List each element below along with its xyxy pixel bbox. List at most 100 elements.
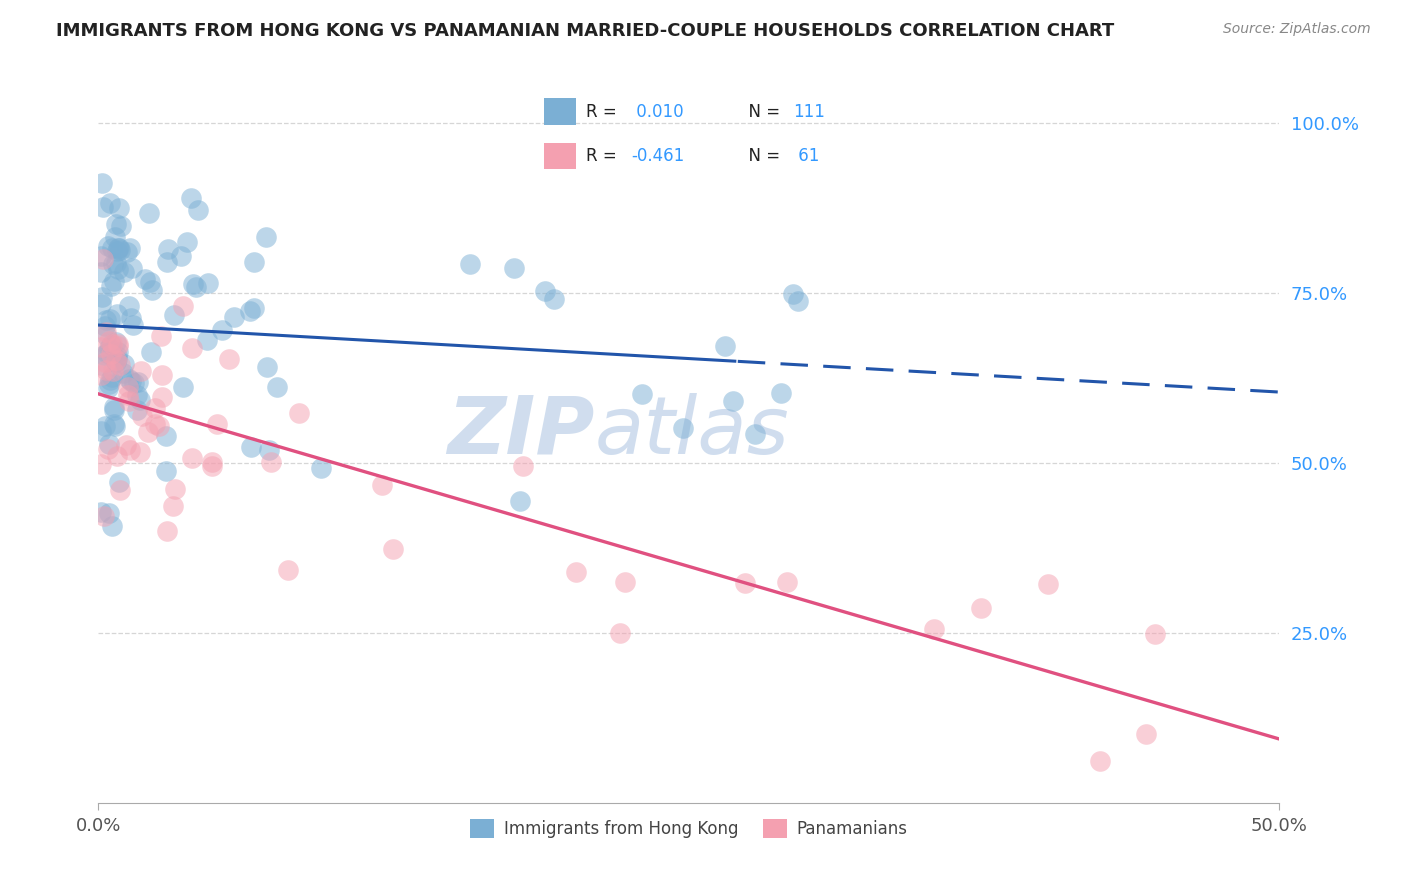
Point bbox=[104, 419, 127, 434]
Point bbox=[91, 200, 114, 214]
Legend: Immigrants from Hong Kong, Panamanians: Immigrants from Hong Kong, Panamanians bbox=[464, 812, 914, 845]
Point bbox=[180, 191, 202, 205]
Point bbox=[90, 358, 112, 372]
Point bbox=[115, 438, 138, 452]
Point bbox=[734, 575, 756, 590]
Point bbox=[110, 358, 132, 372]
Point bbox=[91, 289, 114, 303]
Point bbox=[94, 318, 117, 333]
Point bbox=[94, 419, 117, 434]
Point bbox=[93, 348, 115, 362]
Point bbox=[239, 303, 262, 318]
FancyBboxPatch shape bbox=[544, 143, 576, 169]
Point bbox=[609, 626, 631, 640]
Point bbox=[509, 493, 531, 508]
Point bbox=[150, 368, 173, 383]
Point bbox=[104, 230, 127, 244]
Point bbox=[96, 345, 118, 359]
Point bbox=[107, 345, 129, 359]
Point bbox=[104, 354, 127, 368]
Point bbox=[121, 260, 143, 275]
Point bbox=[1036, 577, 1059, 591]
Point bbox=[149, 329, 172, 343]
Point bbox=[97, 437, 120, 451]
Point bbox=[218, 351, 240, 366]
Point bbox=[107, 262, 129, 277]
Point bbox=[107, 337, 129, 351]
Point bbox=[97, 442, 120, 456]
Point bbox=[98, 334, 121, 348]
Point bbox=[100, 279, 122, 293]
Point bbox=[922, 622, 945, 636]
Point bbox=[108, 241, 131, 255]
Point bbox=[787, 293, 810, 308]
Point bbox=[630, 387, 652, 401]
Point bbox=[117, 387, 139, 401]
Point bbox=[155, 429, 177, 443]
Point bbox=[254, 230, 277, 244]
Point bbox=[90, 250, 112, 264]
Point bbox=[672, 421, 695, 435]
Point bbox=[744, 426, 766, 441]
Point bbox=[103, 274, 125, 288]
Point bbox=[266, 380, 288, 394]
Point bbox=[145, 417, 167, 432]
Text: 111: 111 bbox=[793, 103, 825, 121]
Point bbox=[148, 418, 170, 433]
Point bbox=[105, 449, 128, 463]
Point bbox=[98, 376, 121, 391]
Point bbox=[118, 299, 141, 313]
Point bbox=[125, 403, 148, 417]
Point bbox=[172, 380, 194, 394]
Point bbox=[94, 325, 117, 339]
Point bbox=[197, 276, 219, 290]
Point bbox=[139, 276, 162, 290]
Text: atlas: atlas bbox=[595, 392, 789, 471]
Point bbox=[1144, 627, 1167, 641]
Point bbox=[503, 260, 526, 275]
Point bbox=[543, 292, 565, 306]
Point bbox=[98, 196, 121, 211]
Point bbox=[172, 299, 194, 313]
Point bbox=[94, 313, 117, 327]
Text: IMMIGRANTS FROM HONG KONG VS PANAMANIAN MARRIED-COUPLE HOUSEHOLDS CORRELATION CH: IMMIGRANTS FROM HONG KONG VS PANAMANIAN … bbox=[56, 22, 1115, 40]
Point bbox=[100, 518, 122, 533]
Point bbox=[141, 283, 163, 297]
Point bbox=[129, 445, 152, 459]
Point bbox=[260, 454, 283, 468]
Point bbox=[108, 201, 131, 215]
Point bbox=[195, 334, 218, 348]
Point bbox=[125, 388, 148, 402]
Point bbox=[105, 334, 128, 349]
Point bbox=[101, 370, 124, 384]
Point bbox=[90, 368, 112, 383]
Point bbox=[512, 458, 534, 473]
Point bbox=[118, 443, 141, 458]
Point bbox=[614, 574, 637, 589]
Point bbox=[565, 565, 588, 579]
Point bbox=[770, 385, 793, 400]
Point bbox=[90, 505, 112, 519]
Point bbox=[139, 344, 162, 359]
Point bbox=[110, 219, 132, 233]
Text: R =: R = bbox=[586, 103, 621, 121]
Point bbox=[211, 323, 233, 337]
Point bbox=[257, 443, 280, 458]
Point bbox=[533, 284, 555, 298]
Point bbox=[108, 475, 131, 489]
Point bbox=[107, 339, 129, 353]
Text: R =: R = bbox=[586, 146, 621, 165]
Point bbox=[143, 401, 166, 416]
Text: ZIP: ZIP bbox=[447, 392, 595, 471]
Point bbox=[713, 339, 735, 353]
Point bbox=[97, 381, 120, 395]
Point bbox=[100, 347, 122, 361]
Point bbox=[117, 380, 139, 394]
Point bbox=[97, 239, 120, 253]
Point bbox=[118, 241, 141, 255]
Point bbox=[288, 406, 311, 420]
Point bbox=[156, 243, 179, 257]
Point bbox=[97, 506, 120, 520]
Point bbox=[100, 240, 122, 254]
Point bbox=[103, 417, 125, 431]
